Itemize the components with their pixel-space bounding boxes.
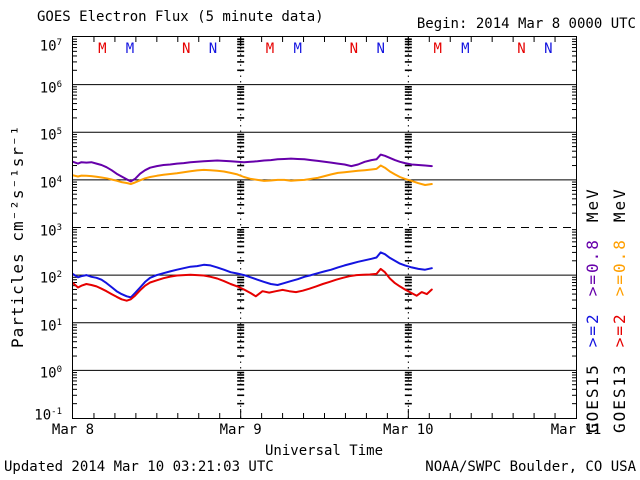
local-midnight-marker: M: [461, 41, 470, 57]
curve-goes13-0-8-mev: [73, 164, 433, 186]
chart-title: GOES Electron Flux (5 minute data): [37, 9, 324, 25]
legend-goes13-e2-label: >=2: [610, 312, 629, 348]
x-tick-label: Mar 8: [51, 422, 95, 438]
curve-goes13-2-mev: [73, 267, 433, 302]
y-tick-label: 101: [39, 317, 62, 335]
local-noon-marker: N: [181, 41, 191, 57]
x-tick-label: Mar 11: [550, 422, 602, 438]
footer-updated: Updated 2014 Mar 10 03:21:03 UTC: [4, 459, 274, 475]
curve-goes15-0-8-mev: [73, 153, 433, 183]
y-tick-label: 102: [39, 270, 62, 287]
legend-goes15-e2-label: >=2: [583, 312, 602, 348]
local-noon-marker: N: [376, 41, 385, 57]
legend-goes15: GOES15 >=2 >=0.8 MeV: [583, 187, 602, 433]
y-tick-label: 100: [39, 365, 62, 383]
legend-goes15-unit: MeV: [583, 187, 602, 223]
footer-source: NOAA/SWPC Boulder, CO USA: [425, 459, 636, 475]
curve-goes15-2-mev: [73, 251, 433, 299]
y-tick-label: 107: [39, 38, 62, 55]
local-midnight-marker: M: [125, 41, 135, 57]
y-axis-tick-labels: 107 106 105 104 103 102 101 100 10-1: [16, 37, 64, 424]
y-tick-label: 104: [39, 174, 62, 192]
local-midnight-marker: M: [98, 41, 107, 57]
x-tick-label: Mar 10: [383, 422, 434, 438]
y-tick-label: 103: [39, 222, 62, 240]
y-tick-label: 10-1: [34, 407, 62, 424]
begin-label: Begin: 2014 Mar 8 0000 UTC: [416, 16, 636, 32]
legend-goes13-name: GOES13: [610, 363, 629, 433]
local-noon-marker: N: [517, 41, 526, 57]
local-noon-marker: N: [349, 41, 359, 57]
plot-grid-and-curves: [73, 37, 576, 418]
local-midnight-marker: M: [433, 41, 442, 57]
x-tick-label: Mar 9: [219, 422, 262, 438]
local-midnight-marker: M: [265, 41, 275, 57]
legend-goes13-unit: MeV: [610, 187, 629, 223]
y-tick-label: 106: [39, 79, 62, 97]
local-midnight-marker: M: [293, 41, 302, 57]
legend-goes13: GOES13 >=2 >=0.8 MeV: [610, 187, 629, 433]
legend-goes15-name: GOES15: [583, 363, 602, 433]
legend-goes13-e08-label: >=0.8: [610, 238, 629, 297]
legend-goes15-e08-label: >=0.8: [583, 238, 602, 297]
x-axis-title: Universal Time: [264, 443, 384, 459]
local-noon-marker: N: [544, 41, 553, 57]
y-tick-label: 105: [39, 127, 62, 144]
local-noon-marker: N: [208, 41, 218, 57]
